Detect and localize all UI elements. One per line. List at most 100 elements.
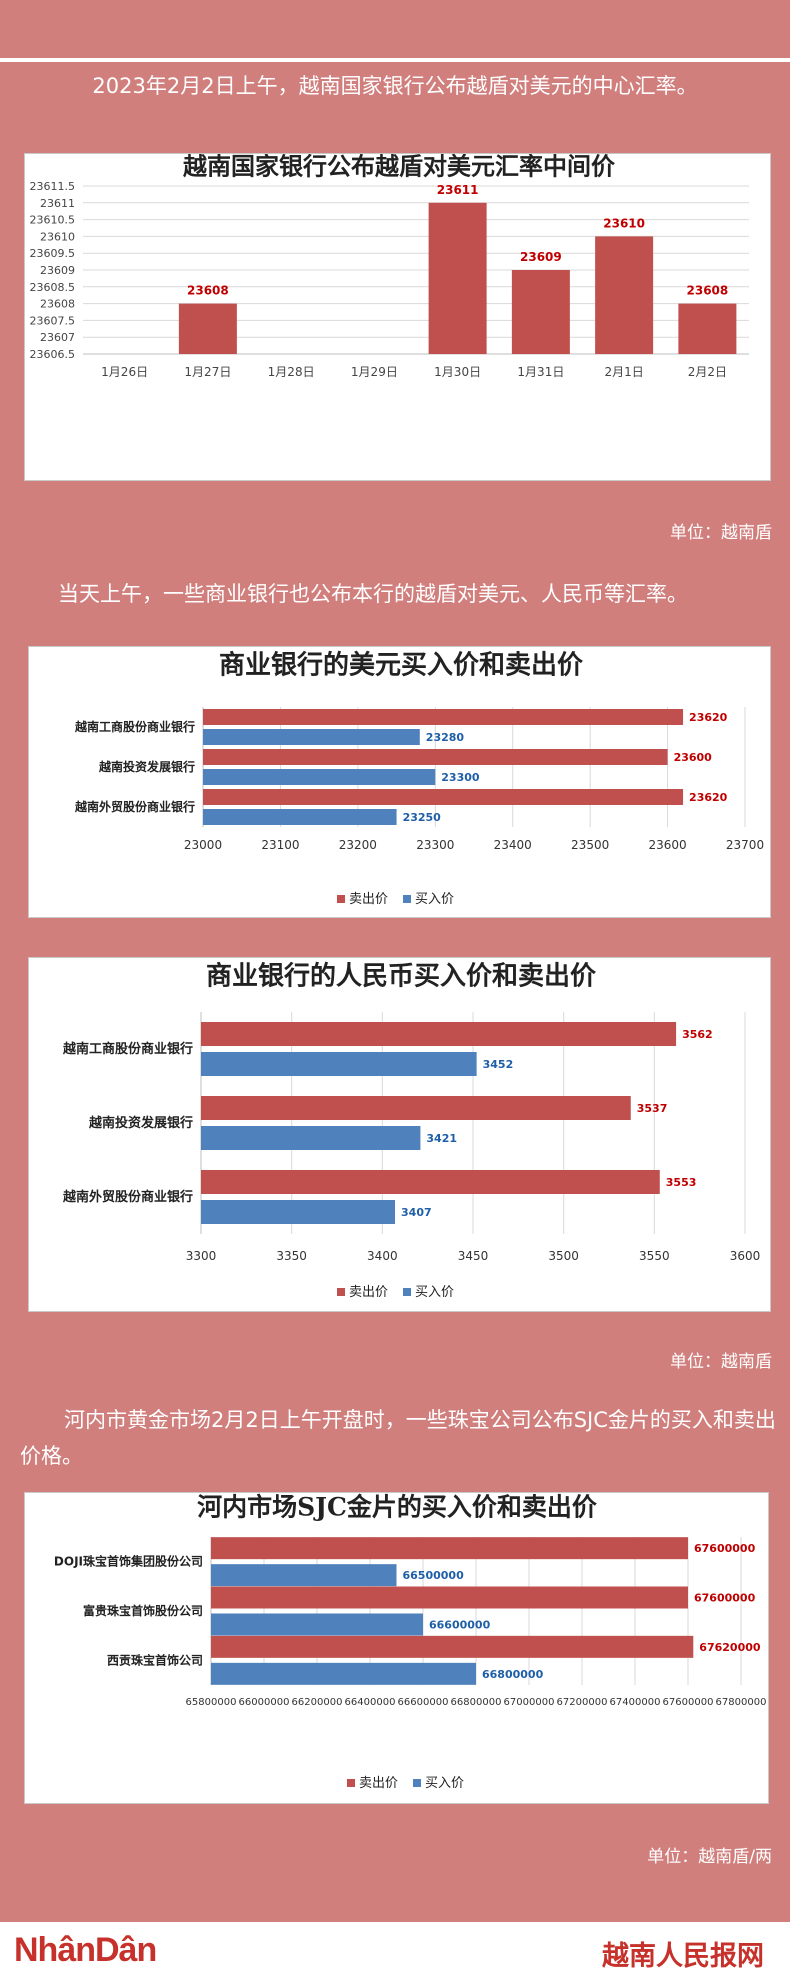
bar xyxy=(203,769,436,785)
x-tick-label: 66000000 xyxy=(239,1697,290,1708)
data-label: 23608 xyxy=(687,284,729,298)
data-label: 66500000 xyxy=(403,1569,465,1582)
chart-title: 越南国家银行公布越盾对美元汇率中间价 xyxy=(183,154,616,180)
bar xyxy=(201,1126,421,1150)
legend-swatch xyxy=(347,1779,355,1787)
site-logo[interactable]: 越南人民报网 xyxy=(602,1941,764,1972)
data-label: 67600000 xyxy=(694,1542,756,1555)
unit-label-1: 单位：越南盾 xyxy=(670,523,772,543)
data-label: 23600 xyxy=(674,751,713,764)
bar xyxy=(211,1564,397,1587)
bar xyxy=(428,202,487,354)
gold-paragraph: 河内市黄金市场2月2日上午开盘时，一些珠宝公司公布SJC金片的买入和卖出价格。 xyxy=(20,1408,776,1468)
x-tick-label: 23300 xyxy=(416,838,454,852)
bar xyxy=(201,1052,477,1076)
data-label: 3553 xyxy=(666,1176,697,1189)
x-tick-label: 23600 xyxy=(648,838,686,852)
category-label: DOJI珠宝首饰集团股份公司 xyxy=(54,1554,203,1569)
x-tick-label: 2月1日 xyxy=(604,365,643,379)
nhandan-logo[interactable]: NhânDân xyxy=(14,1931,157,1969)
data-label: 23300 xyxy=(441,771,480,784)
legend-swatch xyxy=(413,1779,421,1787)
bar xyxy=(211,1537,688,1560)
x-tick-label: 1月26日 xyxy=(101,365,148,379)
x-tick-label: 66200000 xyxy=(292,1697,343,1708)
y-tick-label: 23607.5 xyxy=(30,314,76,327)
x-tick-label: 23000 xyxy=(184,838,222,852)
bar xyxy=(201,1096,631,1120)
bar xyxy=(678,303,737,354)
data-label: 23620 xyxy=(689,791,728,804)
unit-label-3: 单位：越南盾/两 xyxy=(647,1847,772,1867)
data-label: 23611 xyxy=(437,183,479,197)
chart-title: 商业银行的人民币买入价和卖出价 xyxy=(206,960,597,991)
bar xyxy=(203,709,684,725)
category-label: 越南工商股份商业银行 xyxy=(62,1041,193,1057)
legend-label: 卖出价 xyxy=(349,1285,388,1300)
cny-bank-chart: 商业银行的人民币买入价和卖出价 3300 3350 3400 3450 3500 3550 3… xyxy=(28,957,771,1312)
category-label: 越南外贸股份商业银行 xyxy=(74,799,195,814)
unit-label-2: 单位：越南盾 xyxy=(670,1352,772,1372)
bar xyxy=(203,729,420,745)
data-label: 3452 xyxy=(483,1058,514,1071)
x-tick-label: 3300 xyxy=(186,1249,217,1263)
data-label: 66800000 xyxy=(482,1668,544,1681)
data-label: 23280 xyxy=(426,731,465,744)
data-label: 23250 xyxy=(403,811,442,824)
x-tick-label: 1月31日 xyxy=(517,365,564,379)
x-tick-label: 66600000 xyxy=(398,1697,449,1708)
category-label: 西贡珠宝首饰公司 xyxy=(107,1652,203,1667)
x-tick-label: 23500 xyxy=(571,838,609,852)
x-tick-label: 3450 xyxy=(458,1249,489,1263)
x-tick-label: 3400 xyxy=(367,1249,398,1263)
y-tick-label: 23606.5 xyxy=(30,348,76,361)
gold-price-chart-svg: 河内市场SJC金片的买入价和卖出价 65800000 66000000 6620000… xyxy=(54,1493,767,1791)
x-tick-label: 67800000 xyxy=(716,1697,767,1708)
y-tick-label: 23610.5 xyxy=(30,214,76,227)
y-tick-label: 23609 xyxy=(40,264,75,277)
bar xyxy=(211,1613,423,1636)
x-tick-label: 23100 xyxy=(261,838,299,852)
data-label: 3537 xyxy=(637,1102,668,1115)
y-tick-label: 23609.5 xyxy=(30,247,76,260)
x-tick-label: 3350 xyxy=(276,1249,307,1263)
legend-swatch xyxy=(403,895,411,903)
legend-label: 卖出价 xyxy=(359,1776,398,1791)
data-label: 23609 xyxy=(520,250,562,264)
x-tick-label: 67400000 xyxy=(610,1697,661,1708)
bar xyxy=(203,749,668,765)
bank-rate-paragraph: 当天上午，一些商业银行也公布本行的越盾对美元、人民币等汇率。 xyxy=(58,582,688,606)
category-label: 越南外贸股份商业银行 xyxy=(62,1189,193,1205)
data-label: 67600000 xyxy=(694,1592,756,1605)
bar xyxy=(211,1635,694,1658)
bar xyxy=(201,1200,396,1224)
data-label: 23610 xyxy=(603,216,645,230)
legend-label: 卖出价 xyxy=(349,892,388,907)
data-label: 67620000 xyxy=(699,1641,761,1654)
bar xyxy=(178,303,237,354)
data-label: 23620 xyxy=(689,711,728,724)
category-label: 越南工商股份商业银行 xyxy=(74,719,195,734)
legend-label: 买入价 xyxy=(425,1776,464,1791)
x-tick-label: 66800000 xyxy=(451,1697,502,1708)
legend-label: 买入价 xyxy=(415,892,454,907)
x-tick-label: 23400 xyxy=(494,838,532,852)
usd-bank-chart-svg: 商业银行的美元买入价和卖出价 23000 23100 23200 23300 23400 2… xyxy=(74,649,764,907)
x-tick-label: 1月28日 xyxy=(268,365,315,379)
bar xyxy=(203,789,684,805)
legend-label: 买入价 xyxy=(415,1285,454,1300)
top-divider xyxy=(0,58,790,62)
x-tick-label: 3500 xyxy=(548,1249,579,1263)
x-tick-label: 1月27日 xyxy=(184,365,231,379)
chart-title: 商业银行的美元买入价和卖出价 xyxy=(219,649,584,680)
central-rate-chart-svg: 越南国家银行公布越盾对美元汇率中间价 23606.5 23607 23607.5 236… xyxy=(30,154,749,379)
data-label: 23608 xyxy=(187,284,229,298)
x-tick-label: 67000000 xyxy=(504,1697,555,1708)
y-tick-label: 23608 xyxy=(40,298,75,311)
x-tick-label: 67200000 xyxy=(557,1697,608,1708)
x-tick-label: 3550 xyxy=(639,1249,670,1263)
y-tick-label: 23607 xyxy=(40,331,75,344)
data-label: 3562 xyxy=(682,1028,713,1041)
y-tick-label: 23611 xyxy=(40,197,75,210)
footer-bar: NhânDân 越南人民报网 xyxy=(0,1922,790,1975)
